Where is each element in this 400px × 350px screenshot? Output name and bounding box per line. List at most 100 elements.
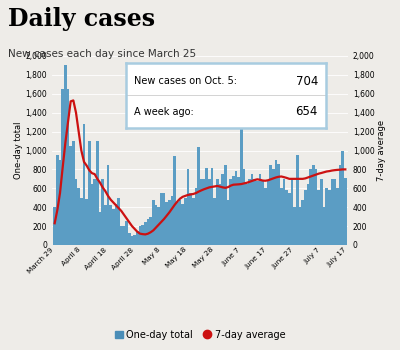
Bar: [224, 165, 227, 245]
Bar: [107, 165, 109, 245]
Bar: [168, 199, 171, 245]
Bar: [288, 193, 291, 245]
Bar: [80, 198, 83, 245]
Bar: [181, 204, 184, 245]
Bar: [315, 169, 317, 245]
Bar: [304, 190, 307, 245]
Bar: [157, 207, 160, 245]
Bar: [195, 188, 197, 245]
Bar: [104, 205, 107, 245]
Bar: [216, 179, 219, 245]
Bar: [205, 168, 208, 245]
Bar: [109, 205, 112, 245]
Bar: [67, 89, 69, 245]
Bar: [317, 190, 320, 245]
Bar: [189, 193, 192, 245]
Bar: [139, 226, 141, 245]
Bar: [232, 176, 235, 245]
Bar: [101, 179, 104, 245]
Text: 654: 654: [296, 105, 318, 118]
Bar: [179, 199, 181, 245]
Bar: [312, 165, 315, 245]
Bar: [184, 198, 187, 245]
Bar: [141, 225, 144, 245]
Bar: [123, 226, 125, 245]
Bar: [117, 198, 120, 245]
Bar: [165, 202, 168, 245]
Bar: [229, 179, 232, 245]
Bar: [341, 150, 344, 245]
Bar: [275, 160, 277, 245]
Bar: [91, 183, 93, 245]
Text: New cases on Oct. 5:: New cases on Oct. 5:: [134, 76, 237, 86]
Bar: [115, 204, 117, 245]
Bar: [309, 169, 312, 245]
Bar: [307, 183, 309, 245]
Bar: [264, 188, 267, 245]
Bar: [83, 124, 85, 245]
Bar: [227, 199, 229, 245]
Bar: [187, 169, 189, 245]
Bar: [200, 179, 203, 245]
Bar: [173, 156, 176, 245]
Bar: [245, 183, 248, 245]
Y-axis label: One-day total: One-day total: [14, 122, 23, 179]
Bar: [85, 199, 88, 245]
Bar: [259, 174, 261, 245]
Bar: [280, 188, 283, 245]
Bar: [339, 165, 341, 245]
Bar: [277, 164, 280, 245]
Text: 704: 704: [296, 75, 318, 88]
Bar: [291, 179, 293, 245]
Bar: [323, 207, 325, 245]
Bar: [56, 155, 59, 245]
Bar: [248, 179, 251, 245]
Bar: [197, 147, 200, 245]
Bar: [267, 181, 269, 245]
Bar: [240, 127, 243, 245]
Text: Daily cases: Daily cases: [8, 7, 155, 31]
Bar: [331, 179, 333, 245]
Bar: [163, 193, 165, 245]
Bar: [120, 226, 123, 245]
Bar: [272, 169, 275, 245]
Bar: [256, 181, 259, 245]
Bar: [160, 193, 163, 245]
Text: A week ago:: A week ago:: [134, 106, 194, 117]
Bar: [144, 222, 147, 245]
Bar: [147, 219, 149, 245]
Bar: [128, 233, 131, 245]
Bar: [133, 234, 136, 245]
Bar: [235, 171, 237, 245]
Bar: [328, 190, 331, 245]
Bar: [192, 198, 195, 245]
Bar: [251, 174, 253, 245]
Bar: [296, 155, 299, 245]
Bar: [237, 177, 240, 245]
Bar: [72, 141, 75, 245]
Bar: [131, 236, 133, 245]
Bar: [219, 183, 221, 245]
Bar: [325, 188, 328, 245]
Bar: [152, 199, 155, 245]
Bar: [261, 181, 264, 245]
Bar: [344, 178, 347, 245]
Bar: [208, 179, 211, 245]
Bar: [93, 179, 96, 245]
Text: New cases each day since March 25: New cases each day since March 25: [8, 49, 196, 59]
Bar: [125, 222, 128, 245]
Legend: One-day total, 7-day average: One-day total, 7-day average: [111, 326, 289, 343]
Bar: [336, 188, 339, 245]
Bar: [64, 65, 67, 245]
Y-axis label: 7-day average: 7-day average: [377, 120, 386, 181]
Bar: [149, 217, 152, 245]
Bar: [77, 188, 80, 245]
Bar: [243, 169, 245, 245]
Bar: [333, 179, 336, 245]
Bar: [203, 179, 205, 245]
Bar: [320, 179, 323, 245]
Bar: [285, 190, 288, 245]
Bar: [301, 199, 304, 245]
Bar: [293, 207, 296, 245]
Bar: [112, 209, 115, 245]
